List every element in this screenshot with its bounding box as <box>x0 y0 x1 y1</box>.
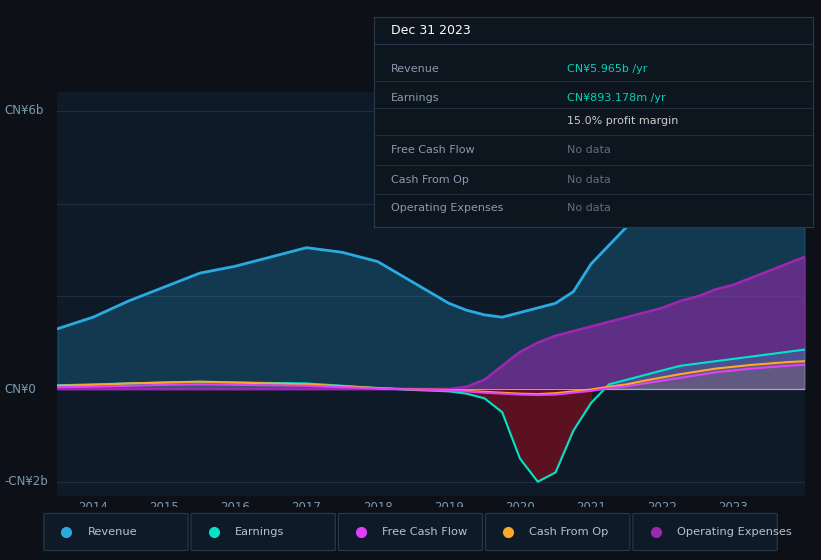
FancyBboxPatch shape <box>191 514 335 550</box>
Text: Earnings: Earnings <box>391 92 439 102</box>
Text: No data: No data <box>566 203 611 213</box>
Text: No data: No data <box>566 145 611 155</box>
Text: Cash From Op: Cash From Op <box>391 175 469 185</box>
Text: CN¥6b: CN¥6b <box>4 104 44 118</box>
Text: Free Cash Flow: Free Cash Flow <box>383 527 467 537</box>
FancyBboxPatch shape <box>44 514 188 550</box>
Text: CN¥0: CN¥0 <box>4 382 36 395</box>
FancyBboxPatch shape <box>338 514 483 550</box>
FancyBboxPatch shape <box>633 514 777 550</box>
Text: Revenue: Revenue <box>88 527 137 537</box>
Text: No data: No data <box>566 175 611 185</box>
Text: Operating Expenses: Operating Expenses <box>391 203 503 213</box>
Text: CN¥893.178m /yr: CN¥893.178m /yr <box>566 92 666 102</box>
Text: CN¥5.965b /yr: CN¥5.965b /yr <box>566 64 647 74</box>
Text: 15.0% profit margin: 15.0% profit margin <box>566 116 678 126</box>
Text: Earnings: Earnings <box>235 527 284 537</box>
Text: Dec 31 2023: Dec 31 2023 <box>391 24 471 37</box>
Text: Free Cash Flow: Free Cash Flow <box>391 145 475 155</box>
Text: Revenue: Revenue <box>391 64 440 74</box>
Text: Cash From Op: Cash From Op <box>530 527 609 537</box>
FancyBboxPatch shape <box>486 514 630 550</box>
Text: -CN¥2b: -CN¥2b <box>4 475 48 488</box>
Text: Operating Expenses: Operating Expenses <box>677 527 791 537</box>
